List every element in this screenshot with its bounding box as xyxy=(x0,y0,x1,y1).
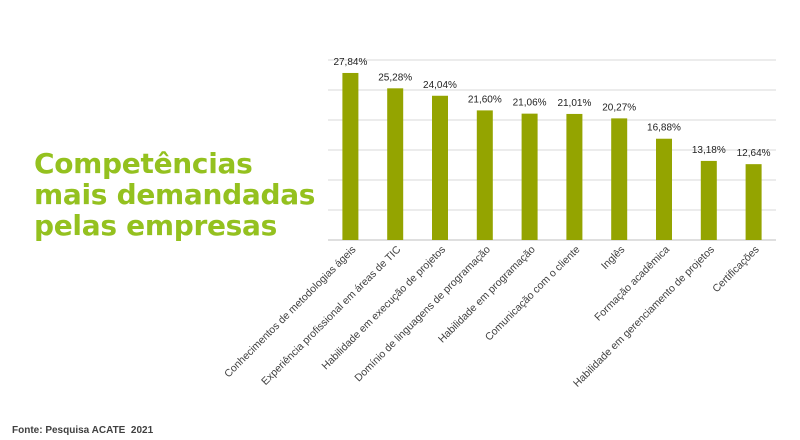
bar xyxy=(476,110,493,241)
data-label: 21,60% xyxy=(468,94,502,105)
title-line-1: Competências xyxy=(34,147,253,180)
bar xyxy=(656,138,672,240)
bar xyxy=(566,113,583,240)
category-label: Formação acadêmica xyxy=(592,244,672,324)
bar xyxy=(387,88,404,240)
page-title: Competências mais demandadas pelas empre… xyxy=(34,147,316,242)
bar xyxy=(700,160,717,240)
data-label: 20,27% xyxy=(602,102,636,113)
title-line-3: pelas empresas xyxy=(34,209,277,242)
category-label: Certificações xyxy=(710,244,761,295)
bar xyxy=(432,95,448,240)
bar xyxy=(342,72,359,241)
data-label: 12,64% xyxy=(737,148,771,159)
data-label: 24,04% xyxy=(423,80,457,91)
data-label: 13,18% xyxy=(692,145,726,156)
source-note: Fonte: Pesquisa ACATE 2021 xyxy=(12,425,154,436)
bar xyxy=(521,113,538,240)
bar xyxy=(611,118,628,240)
data-label: 21,06% xyxy=(513,98,547,109)
data-label: 21,01% xyxy=(557,98,591,109)
data-label: 27,84% xyxy=(333,57,367,68)
data-label: 25,28% xyxy=(378,72,412,83)
category-label: Inglês xyxy=(599,244,627,272)
data-label: 16,88% xyxy=(647,123,681,134)
bar xyxy=(745,164,762,240)
title-line-2: mais demandadas xyxy=(34,178,316,211)
category-label: Comunicação com o cliente xyxy=(483,244,583,344)
